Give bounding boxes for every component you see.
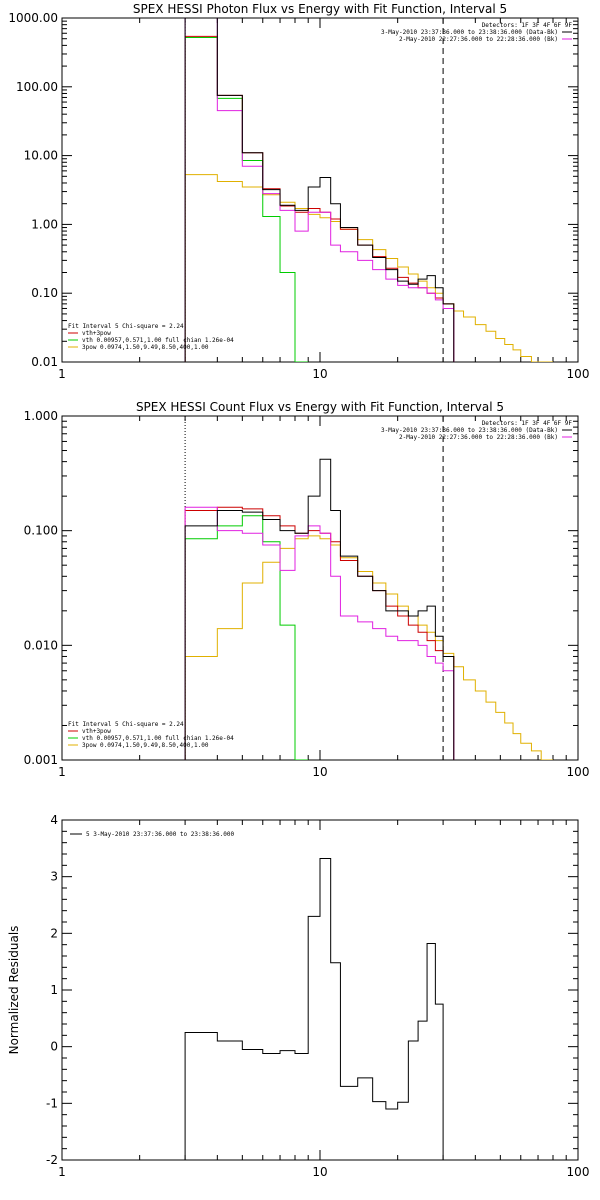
y-tick-label: 0.010 xyxy=(24,638,58,652)
legend-header: Detectors: 1F 3F 4F 6F 9F xyxy=(482,420,573,427)
chart-panel-2: SPEX HESSI Count Flux vs Energy with Fit… xyxy=(24,400,590,779)
series-line-3 xyxy=(184,37,309,362)
series-group xyxy=(184,858,444,1160)
chart-title: SPEX HESSI Count Flux vs Energy with Fit… xyxy=(136,400,504,414)
legend-entry: vth+3pow xyxy=(82,728,111,735)
legend-entry: vth 0.00957,0.571,1.00 full chian 1.26e-… xyxy=(82,337,234,344)
x-tick-label: 1 xyxy=(58,1165,66,1179)
legend-entry: vth 0.00957,0.571,1.00 full chian 1.26e-… xyxy=(82,735,234,742)
legend-entry: vth+3pow xyxy=(82,330,111,337)
x-tick-label: 10 xyxy=(312,367,327,381)
series-line-1 xyxy=(184,858,444,1160)
plot-frame xyxy=(61,17,579,363)
legend-entry: 2-May-2010 22:27:36.000 to 22:28:36.000 … xyxy=(399,36,558,43)
legend-header: Detectors: 1F 3F 4F 6F 9F xyxy=(482,22,573,29)
y-tick-label: 4 xyxy=(50,813,58,827)
series-line-1 xyxy=(184,458,455,760)
y-tick-label: 2 xyxy=(50,926,58,940)
y-tick-label: 3 xyxy=(50,870,58,884)
y-axis-label: Normalized Residuals xyxy=(7,926,21,1055)
legend-entry: 3-May-2010 23:37:36.000 to 23:38:36.000 … xyxy=(381,29,558,36)
series-line-4 xyxy=(184,174,553,362)
series-line-4 xyxy=(184,535,553,760)
x-tick-label: 100 xyxy=(567,765,590,779)
legend-entry: 3pow 0.0974,1.50,9.49,8.50,400,1.00 xyxy=(82,742,209,749)
x-tick-label: 10 xyxy=(312,765,327,779)
legend-header: Fit Interval 5 Chi-square = 2.24 xyxy=(68,323,184,330)
y-tick-label: 100.00 xyxy=(16,80,58,94)
x-tick-label: 100 xyxy=(567,1165,590,1179)
x-tick-label: 10 xyxy=(312,1165,327,1179)
series-line-5 xyxy=(184,506,455,760)
y-tick-label: -2 xyxy=(46,1153,58,1167)
legend-entry: 3-May-2010 23:37:36.000 to 23:38:36.000 … xyxy=(381,427,558,434)
y-tick-label: 0.01 xyxy=(31,355,58,369)
series-line-2 xyxy=(184,506,455,760)
series-group xyxy=(184,458,553,760)
y-tick-label: 1.00 xyxy=(31,217,58,231)
y-tick-label: 0.10 xyxy=(31,286,58,300)
y-tick-label: 0 xyxy=(50,1040,58,1054)
chart-title: SPEX HESSI Photon Flux vs Energy with Fi… xyxy=(133,2,507,16)
y-tick-label: 0.001 xyxy=(24,753,58,767)
x-tick-label: 1 xyxy=(58,367,66,381)
legend-entry: 3pow 0.0974,1.50,9.49,8.50,400,1.00 xyxy=(82,344,209,351)
x-tick-label: 100 xyxy=(567,367,590,381)
y-tick-label: 1.000 xyxy=(24,409,58,423)
y-tick-label: -1 xyxy=(46,1096,58,1110)
y-tick-label: 10.00 xyxy=(24,149,58,163)
x-tick-label: 1 xyxy=(58,765,66,779)
y-tick-label: 1 xyxy=(50,983,58,997)
y-tick-label: 1000.00 xyxy=(8,11,58,25)
legend-entry: 2-May-2010 22:27:36.000 to 22:28:36.000 … xyxy=(399,434,558,441)
chart-panel-1: SPEX HESSI Photon Flux vs Energy with Fi… xyxy=(8,2,589,381)
series-line-1 xyxy=(184,18,455,362)
series-group xyxy=(184,18,553,362)
y-tick-label: 0.100 xyxy=(24,524,58,538)
series-line-3 xyxy=(184,515,309,760)
legend-entry: 5 3-May-2010 23:37:36.000 to 23:38:36.00… xyxy=(86,831,234,838)
legend-header: Fit Interval 5 Chi-square = 2.24 xyxy=(68,721,184,728)
series-line-2 xyxy=(184,35,455,362)
series-line-5 xyxy=(184,18,455,362)
